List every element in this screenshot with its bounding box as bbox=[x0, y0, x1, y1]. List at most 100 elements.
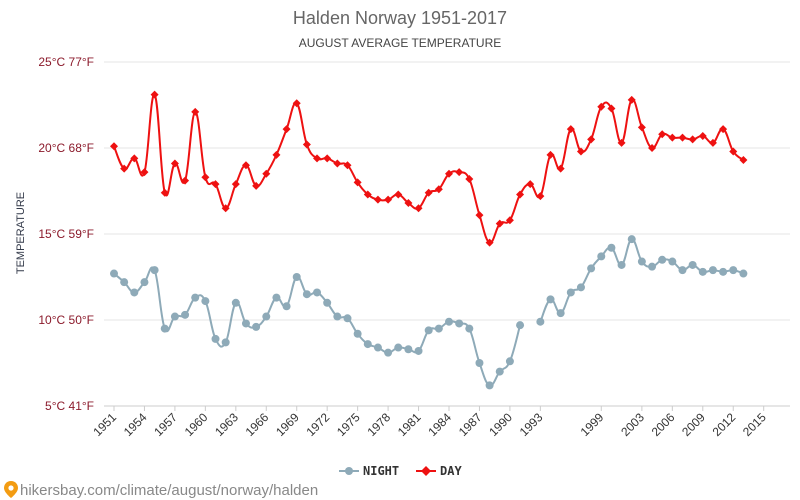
data-point-day[interactable] bbox=[516, 190, 525, 199]
data-point-night[interactable] bbox=[221, 338, 230, 347]
data-point-day[interactable] bbox=[231, 180, 240, 189]
data-point-day[interactable] bbox=[414, 204, 423, 213]
data-point-day[interactable] bbox=[698, 131, 707, 140]
data-point-night[interactable] bbox=[373, 343, 382, 352]
data-point-day[interactable] bbox=[252, 181, 261, 190]
data-point-day[interactable] bbox=[729, 147, 738, 156]
data-point-night[interactable] bbox=[363, 340, 372, 349]
data-point-day[interactable] bbox=[688, 135, 697, 144]
data-point-day[interactable] bbox=[505, 216, 514, 225]
data-point-night[interactable] bbox=[282, 302, 291, 311]
data-point-night[interactable] bbox=[566, 288, 575, 297]
data-point-day[interactable] bbox=[302, 140, 311, 149]
data-point-day[interactable] bbox=[678, 133, 687, 142]
data-point-night[interactable] bbox=[292, 273, 301, 281]
data-point-day[interactable] bbox=[394, 190, 403, 199]
data-point-day[interactable] bbox=[333, 159, 342, 168]
data-point-day[interactable] bbox=[262, 169, 271, 178]
data-point-night[interactable] bbox=[120, 278, 129, 287]
data-point-night[interactable] bbox=[587, 264, 596, 273]
data-point-night[interactable] bbox=[597, 252, 606, 261]
data-point-night[interactable] bbox=[424, 326, 433, 335]
data-point-day[interactable] bbox=[292, 99, 301, 108]
data-point-day[interactable] bbox=[241, 161, 250, 170]
data-point-day[interactable] bbox=[576, 147, 585, 156]
data-point-night[interactable] bbox=[384, 348, 393, 357]
data-point-day[interactable] bbox=[455, 168, 464, 177]
data-point-night[interactable] bbox=[160, 324, 169, 333]
data-point-night[interactable] bbox=[414, 346, 423, 355]
data-point-day[interactable] bbox=[445, 169, 453, 178]
data-point-day[interactable] bbox=[424, 188, 433, 197]
data-point-night[interactable] bbox=[170, 312, 179, 321]
data-point-day[interactable] bbox=[160, 188, 169, 197]
data-point-day[interactable] bbox=[110, 142, 118, 151]
data-point-day[interactable] bbox=[566, 125, 575, 134]
data-point-night[interactable] bbox=[110, 269, 118, 278]
data-point-night[interactable] bbox=[313, 288, 322, 297]
data-point-night[interactable] bbox=[648, 262, 657, 271]
data-point-day[interactable] bbox=[211, 180, 220, 189]
data-point-day[interactable] bbox=[587, 135, 596, 144]
source-link[interactable]: hikersbay.com/climate/august/norway/hald… bbox=[4, 481, 318, 499]
data-point-day[interactable] bbox=[475, 211, 484, 220]
data-point-night[interactable] bbox=[272, 293, 281, 302]
data-point-night[interactable] bbox=[191, 293, 200, 302]
data-point-day[interactable] bbox=[546, 150, 555, 159]
data-point-day[interactable] bbox=[313, 154, 322, 163]
data-point-day[interactable] bbox=[150, 90, 159, 99]
data-point-night[interactable] bbox=[668, 257, 677, 266]
data-point-night[interactable] bbox=[536, 317, 545, 326]
data-point-night[interactable] bbox=[404, 345, 413, 354]
data-point-day[interactable] bbox=[668, 133, 677, 142]
data-point-night[interactable] bbox=[231, 298, 240, 307]
data-point-day[interactable] bbox=[404, 199, 413, 208]
data-point-day[interactable] bbox=[637, 123, 646, 132]
legend[interactable]: NIGHT DAY bbox=[339, 464, 462, 478]
data-point-day[interactable] bbox=[170, 159, 179, 168]
data-point-day[interactable] bbox=[323, 154, 332, 163]
data-point-night[interactable] bbox=[729, 266, 738, 275]
data-point-night[interactable] bbox=[455, 319, 464, 328]
data-point-night[interactable] bbox=[475, 359, 484, 367]
data-point-day[interactable] bbox=[556, 164, 565, 173]
data-point-night[interactable] bbox=[181, 310, 190, 319]
data-point-night[interactable] bbox=[201, 297, 210, 306]
data-point-day[interactable] bbox=[627, 95, 636, 104]
data-point-day[interactable] bbox=[343, 161, 352, 170]
data-point-day[interactable] bbox=[191, 107, 200, 116]
data-point-night[interactable] bbox=[333, 312, 342, 321]
data-point-day[interactable] bbox=[353, 178, 362, 187]
data-point-night[interactable] bbox=[434, 324, 443, 333]
data-point-night[interactable] bbox=[241, 319, 250, 328]
data-point-day[interactable] bbox=[536, 192, 545, 201]
data-point-night[interactable] bbox=[353, 329, 362, 338]
data-point-night[interactable] bbox=[394, 343, 403, 352]
data-point-night[interactable] bbox=[678, 266, 687, 275]
data-point-night[interactable] bbox=[739, 269, 748, 278]
data-point-night[interactable] bbox=[262, 312, 271, 321]
data-point-night[interactable] bbox=[465, 324, 474, 333]
data-point-day[interactable] bbox=[272, 150, 281, 159]
data-point-night[interactable] bbox=[140, 278, 149, 287]
data-point-night[interactable] bbox=[323, 298, 332, 307]
data-point-day[interactable] bbox=[201, 173, 210, 182]
data-point-night[interactable] bbox=[343, 314, 352, 323]
data-point-night[interactable] bbox=[445, 317, 453, 326]
data-point-night[interactable] bbox=[546, 295, 555, 304]
data-point-day[interactable] bbox=[130, 154, 139, 163]
data-point-day[interactable] bbox=[617, 138, 626, 147]
data-point-day[interactable] bbox=[363, 190, 372, 199]
data-point-night[interactable] bbox=[495, 367, 504, 376]
data-point-day[interactable] bbox=[120, 164, 129, 173]
data-point-day[interactable] bbox=[181, 176, 190, 185]
data-point-day[interactable] bbox=[719, 125, 728, 134]
data-point-day[interactable] bbox=[485, 238, 494, 247]
data-point-day[interactable] bbox=[739, 156, 748, 165]
data-point-day[interactable] bbox=[658, 130, 667, 139]
data-point-day[interactable] bbox=[708, 138, 717, 147]
data-point-night[interactable] bbox=[658, 255, 667, 264]
data-point-night[interactable] bbox=[688, 260, 697, 269]
data-point-night[interactable] bbox=[211, 334, 220, 343]
data-point-day[interactable] bbox=[434, 185, 443, 194]
